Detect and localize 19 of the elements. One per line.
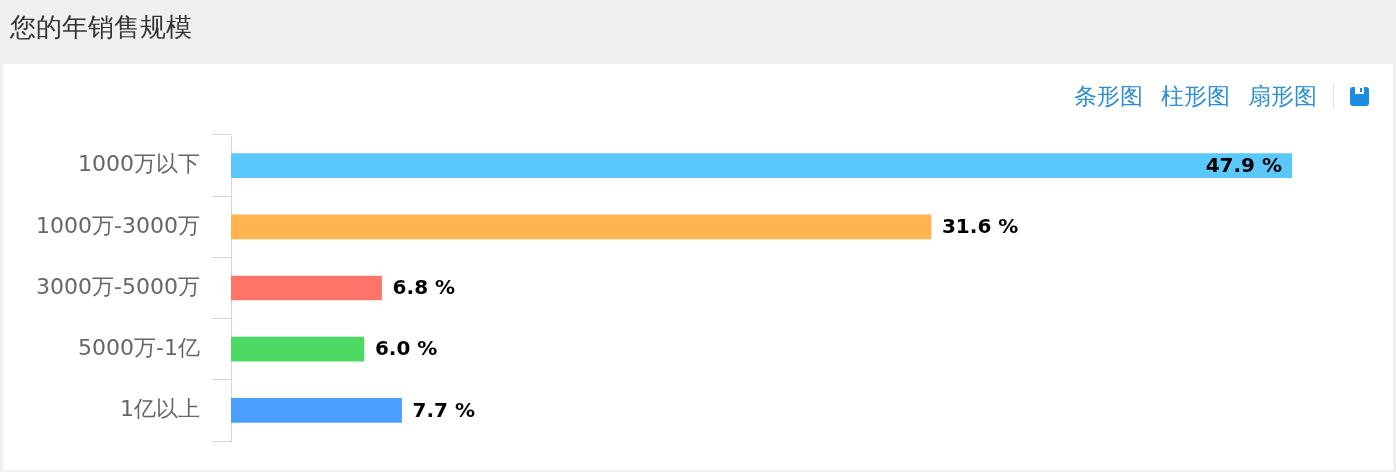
data-label: 7.7 % xyxy=(412,397,475,422)
text: 条形图 xyxy=(1074,81,1143,111)
data-label: 6.8 % xyxy=(392,275,456,300)
y-tick-label: 3000万-5000万 xyxy=(36,273,200,299)
data-label: 31.6 % xyxy=(941,214,1019,238)
data-label: 47.9 % xyxy=(1205,152,1282,177)
data-label: 6.0 % xyxy=(374,336,438,361)
bar xyxy=(231,214,932,240)
bar xyxy=(231,275,382,301)
y-tick-label: 1亿以上 xyxy=(120,396,200,422)
bar xyxy=(231,153,1292,178)
y-tick-label: 5000万-1亿 xyxy=(78,334,200,360)
text: 柱形图 xyxy=(1161,81,1230,111)
bar xyxy=(231,336,365,362)
bar xyxy=(231,398,402,423)
text: 扇形图 xyxy=(1248,81,1317,111)
y-tick-label: 1000万-3000万 xyxy=(36,212,200,238)
chart-title: 您的年销售规模 xyxy=(10,12,192,42)
y-tick-label: 1000万以下 xyxy=(78,151,200,177)
